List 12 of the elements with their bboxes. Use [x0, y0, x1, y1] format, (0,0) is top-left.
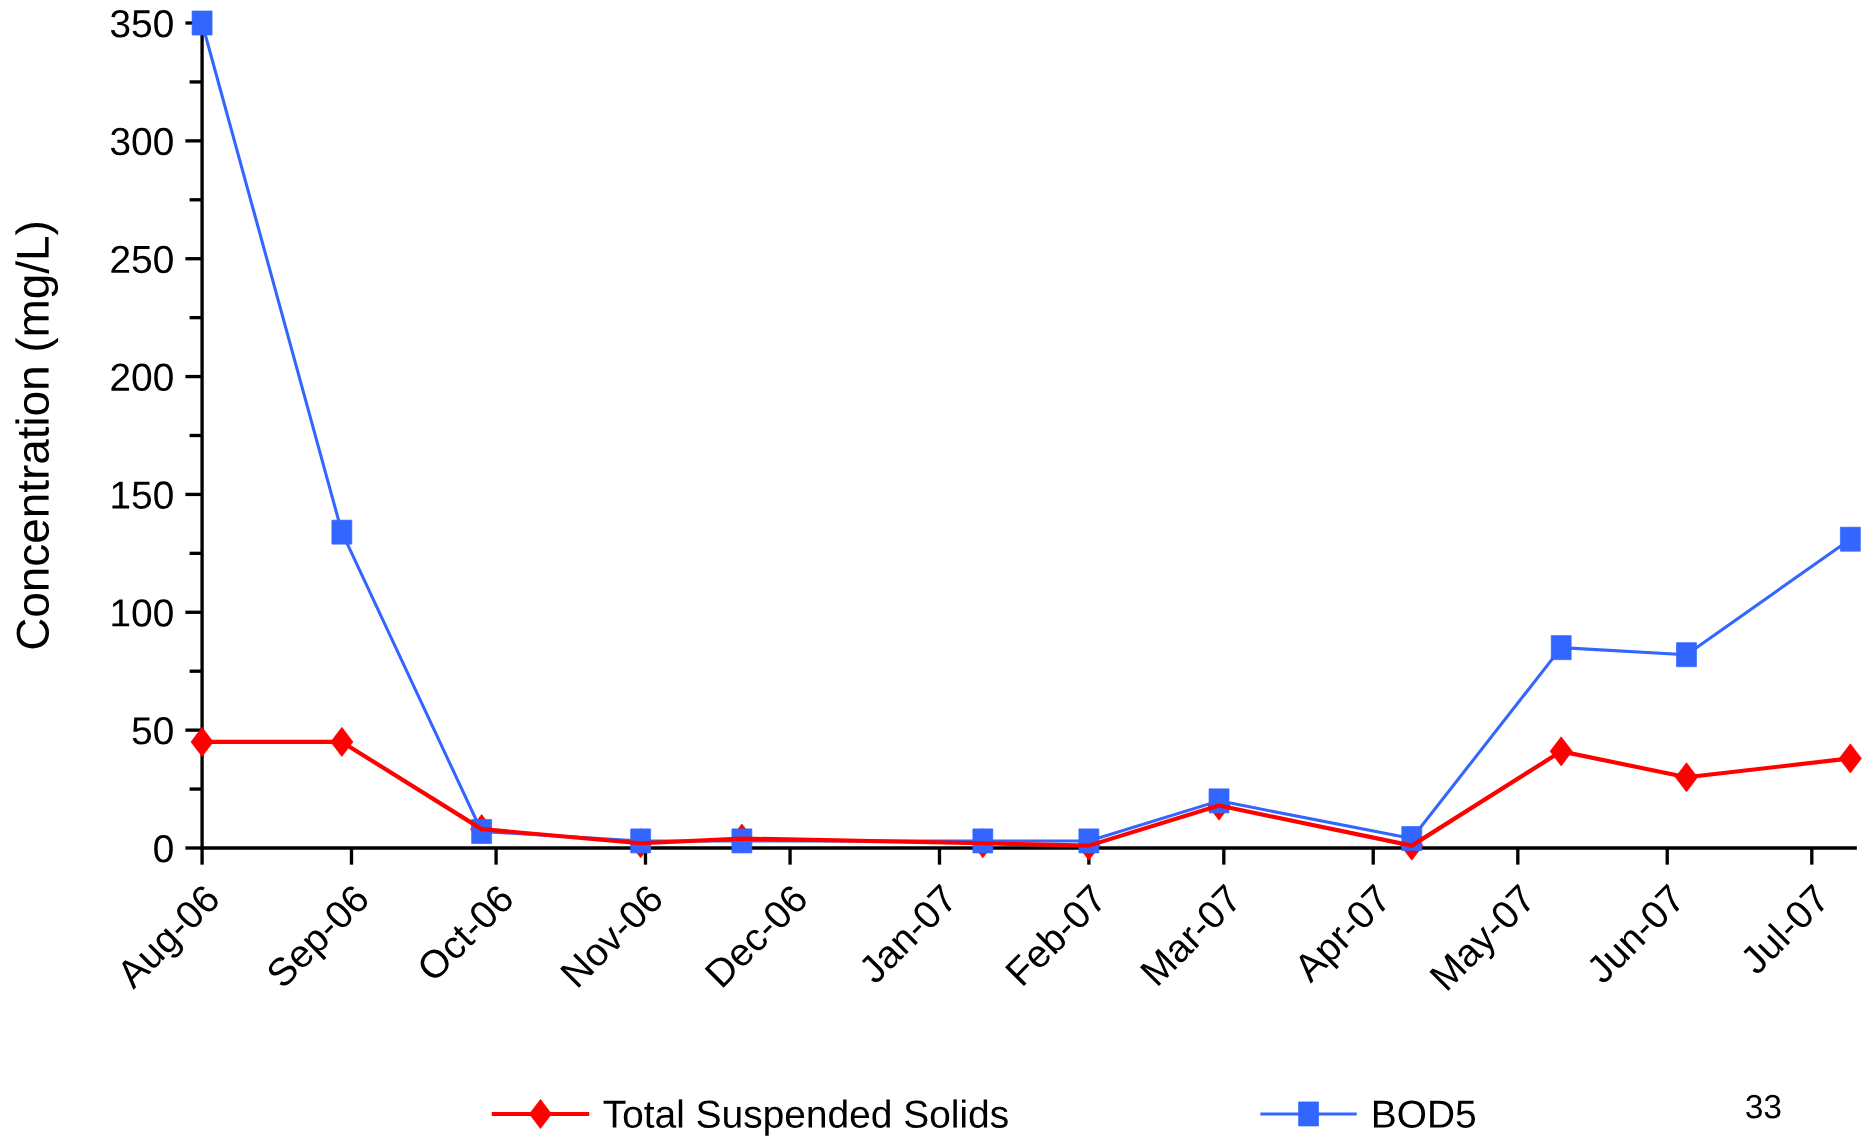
text: 33 — [1746, 1094, 1781, 1119]
y-tick-label: 350 — [110, 9, 173, 38]
y-tick-label: 200 — [111, 363, 173, 392]
y-tick-label: 100 — [112, 599, 173, 627]
y-tick-label: 250 — [111, 245, 173, 274]
y-tick-label: 150 — [112, 481, 173, 509]
y-axis-title: Concentration (mg/L) — [15, 223, 59, 649]
y-tick-label: 0 — [154, 834, 173, 863]
legend-label: Total Suspended Solids — [603, 1099, 1008, 1136]
legend-label: BOD5 — [1373, 1100, 1476, 1128]
y-tick-label: 300 — [110, 127, 173, 156]
y-tick-label: 50 — [132, 717, 173, 745]
